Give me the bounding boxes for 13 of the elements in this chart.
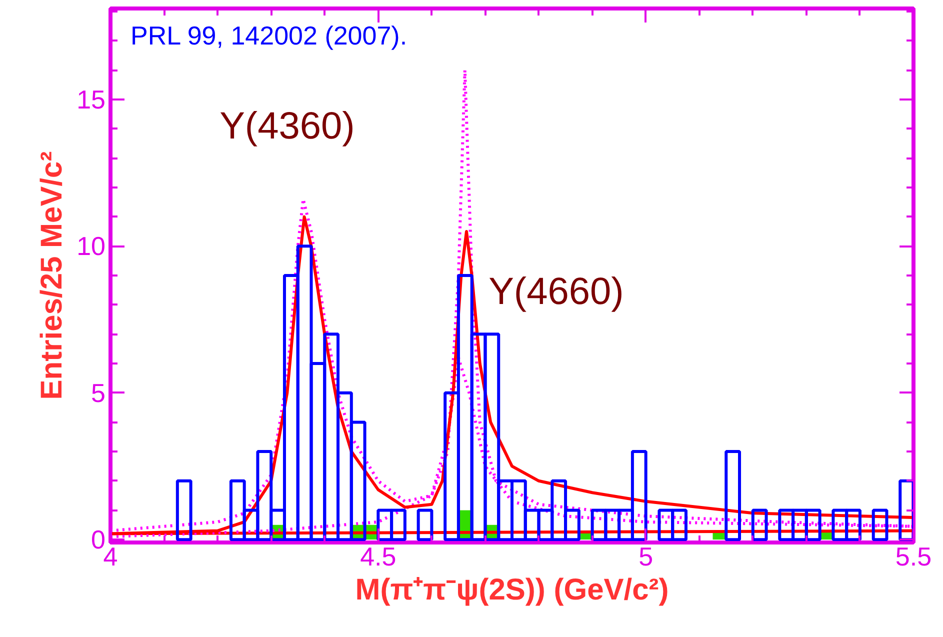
x-tick-label: 5 [638, 542, 654, 572]
y-tick-label: 10 [76, 231, 106, 262]
y-tick-label: 0 [91, 524, 106, 555]
x-axis-title: M(π⁺π⁻ψ(2S)) (GeV/c²) [355, 574, 669, 606]
annotation: Y(4360) [220, 105, 355, 148]
x-tick-label: 4 [103, 542, 118, 572]
y-tick-label: 5 [91, 378, 106, 408]
annotation: PRL 99, 142002 (2007). [130, 20, 408, 50]
y-tick-label: 15 [76, 84, 106, 114]
y-axis-title: Entries/25 MeV/c² [36, 151, 69, 400]
annotation: Y(4660) [488, 270, 624, 313]
x-tick-label: 5.5 [895, 542, 932, 572]
x-tick-label: 4.5 [360, 542, 396, 572]
